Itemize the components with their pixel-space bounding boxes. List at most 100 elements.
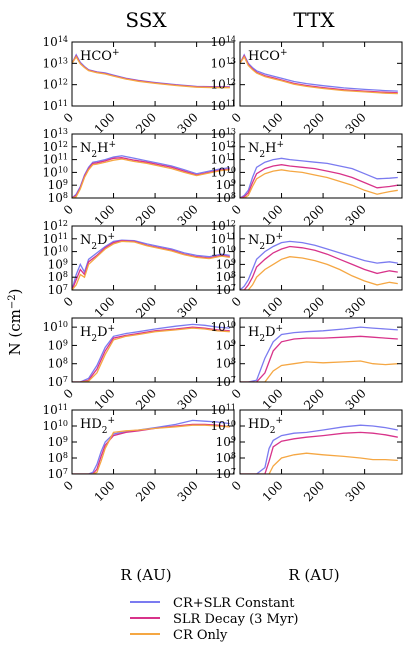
y-tick-label: 108 <box>216 356 236 371</box>
x-tick-label: 0 <box>61 294 76 309</box>
column-title-ttx: TTX <box>293 8 335 32</box>
series-line-slr-decay-3-myr- <box>240 335 398 382</box>
series-group <box>72 419 230 474</box>
x-tick-label: 200 <box>133 386 159 412</box>
x-tick-label: 300 <box>343 110 369 136</box>
y-tick-label: 109 <box>48 257 68 272</box>
x-tick-label: 0 <box>229 386 244 401</box>
x-tick-label: 200 <box>301 110 327 136</box>
x-tick-label: 100 <box>92 294 118 320</box>
y-tick-label: 1013 <box>211 127 236 142</box>
y-tick-label: 109 <box>216 435 236 450</box>
series-line-cr-only <box>240 452 398 474</box>
x-axis-label-ssx: R (AU) <box>120 566 171 584</box>
molecule-label: N2H+ <box>248 140 284 160</box>
plot-frame <box>71 225 235 291</box>
y-tick-label: 1012 <box>211 219 236 234</box>
y-tick-label: 1010 <box>211 419 236 434</box>
plot-frame <box>71 317 235 383</box>
y-tick-label: 1010 <box>211 244 236 259</box>
molecule-label: H2D+ <box>80 324 115 344</box>
molecule-label: H2D+ <box>248 324 283 344</box>
x-tick-label: 200 <box>133 202 159 228</box>
series-group <box>240 157 398 198</box>
x-tick-label: 100 <box>260 110 286 136</box>
y-tick-label: 1012 <box>43 139 68 154</box>
legend-label-cr-only: CR Only <box>173 628 228 643</box>
x-tick-label: 300 <box>343 478 369 504</box>
y-tick-label: 108 <box>48 356 68 371</box>
series-group <box>72 323 230 382</box>
y-tick-label: 1014 <box>43 35 68 50</box>
y-tick-label: 107 <box>48 467 68 482</box>
series-line-cr-slr-constant <box>72 323 230 382</box>
y-tick-label: 1011 <box>43 99 68 114</box>
plot-frame <box>239 41 403 107</box>
plot-frame <box>239 133 403 199</box>
series-line-cr-only <box>240 360 398 382</box>
molecule-label: HCO+ <box>248 48 288 64</box>
y-tick-label: 108 <box>48 191 68 206</box>
plot-frame <box>239 225 403 291</box>
series-line-cr-slr-constant <box>240 326 398 382</box>
series-line-cr-slr-constant <box>240 157 398 198</box>
series-line-cr-only <box>72 240 230 290</box>
y-tick-label: 1011 <box>211 403 236 418</box>
y-tick-label: 1011 <box>43 152 68 167</box>
y-tick-label: 1011 <box>211 231 236 246</box>
series-line-slr-decay-3-myr- <box>72 326 230 382</box>
y-tick-label: 109 <box>48 178 68 193</box>
series-group <box>72 155 230 198</box>
series-group <box>240 424 398 474</box>
x-tick-label: 0 <box>61 386 76 401</box>
series-line-cr-only <box>72 55 230 89</box>
series-line-cr-slr-constant <box>72 419 230 474</box>
y-tick-label: 1010 <box>43 244 68 259</box>
legend-label-cr-slr-constant: CR+SLR Constant <box>173 596 295 611</box>
y-tick-label: 1010 <box>43 165 68 180</box>
series-line-slr-decay-3-myr- <box>240 431 398 474</box>
y-tick-label: 108 <box>48 451 68 466</box>
molecule-label: HCO+ <box>80 48 120 64</box>
series-line-cr-only <box>72 424 230 474</box>
series-line-cr-slr-constant <box>72 155 230 198</box>
x-tick-label: 300 <box>175 478 201 504</box>
plot-frame <box>239 317 403 383</box>
y-tick-label: 1010 <box>211 165 236 180</box>
y-tick-label: 109 <box>216 257 236 272</box>
series-line-cr-slr-constant <box>240 424 398 474</box>
y-tick-label: 108 <box>216 270 236 285</box>
x-tick-label: 0 <box>229 294 244 309</box>
x-axis-label-ttx: R (AU) <box>288 566 339 584</box>
series-line-cr-slr-constant <box>240 53 398 92</box>
x-tick-label: 100 <box>260 202 286 228</box>
x-tick-label: 300 <box>175 294 201 320</box>
x-tick-label: 100 <box>92 110 118 136</box>
series-group <box>240 326 398 382</box>
molecule-label: N2H+ <box>80 140 116 160</box>
x-tick-label: 0 <box>61 110 76 125</box>
column-title-ssx: SSX <box>125 8 167 32</box>
series-line-cr-only <box>240 256 398 290</box>
x-tick-label: 0 <box>61 478 76 493</box>
series-group <box>72 239 230 290</box>
y-tick-label: 1010 <box>211 320 236 335</box>
x-tick-label: 300 <box>343 294 369 320</box>
x-tick-label: 100 <box>260 478 286 504</box>
x-tick-label: 100 <box>92 386 118 412</box>
y-tick-label: 1013 <box>211 56 236 71</box>
y-tick-label: 107 <box>48 283 68 298</box>
y-tick-label: 108 <box>48 270 68 285</box>
x-tick-label: 200 <box>301 478 327 504</box>
y-tick-label: 109 <box>48 338 68 353</box>
x-tick-label: 0 <box>61 202 76 217</box>
x-tick-label: 100 <box>92 202 118 228</box>
y-tick-label: 1011 <box>43 403 68 418</box>
y-tick-label: 1013 <box>43 127 68 142</box>
y-tick-label: 109 <box>216 338 236 353</box>
